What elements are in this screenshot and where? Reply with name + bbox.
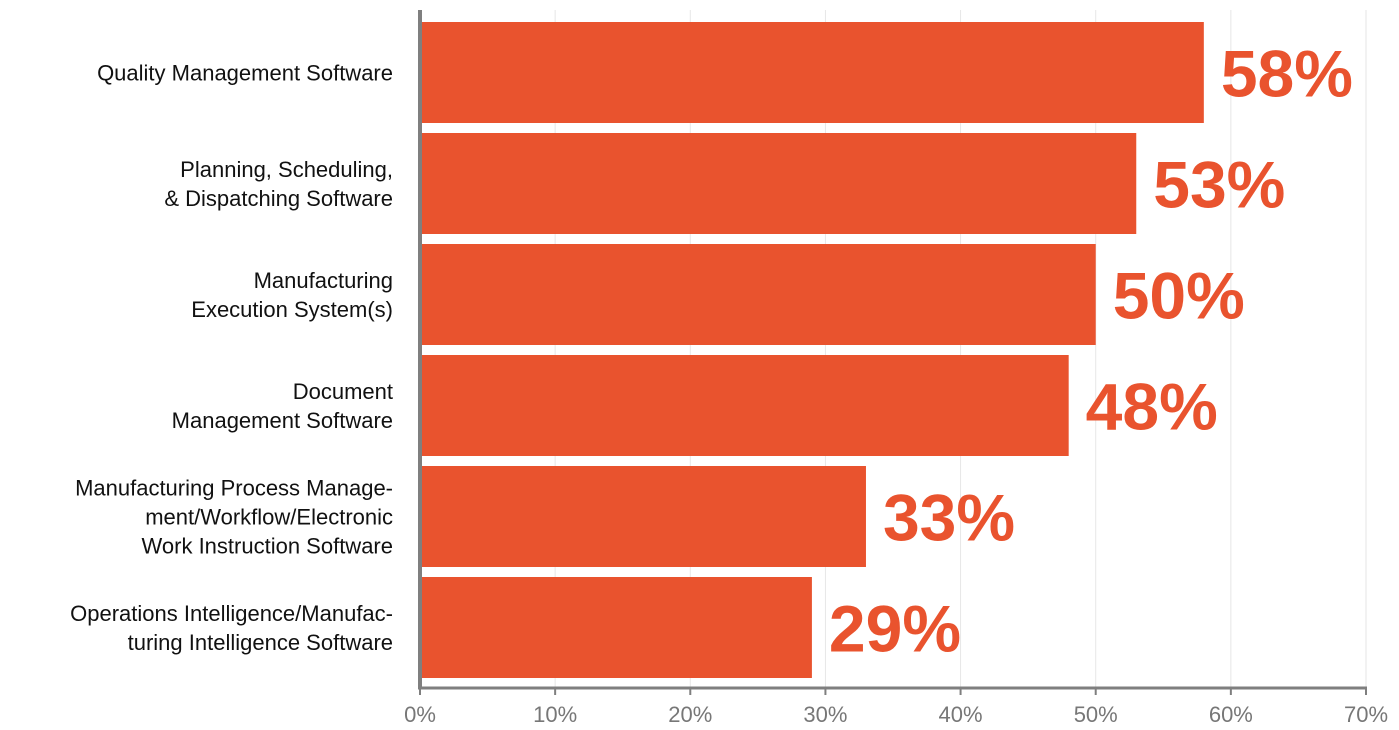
labels: 0% 10% 20% 30% 40% 50% 60% 70% 58% Quality Manage… [70,37,1388,728]
category-label: Planning, Scheduling, & Dispatching Softw… [164,157,393,211]
category-label: Document Management Software [172,379,393,433]
category-label-line: ment/Workflow/Electronic [145,505,393,530]
category-label-line: & Dispatching Software [164,186,393,211]
category-label: Operations Intelligence/Manufac-turing I… [70,601,393,655]
bar [420,22,1204,123]
x-tick-label: 10% [533,702,577,727]
bar-value-label: 53% [1153,148,1285,222]
axes [418,10,1367,695]
bar-value-label: 29% [829,592,961,666]
bar [420,466,866,567]
category-label: Manufacturing Execution System(s) [191,268,393,322]
category-label-line: Quality Management Software [97,61,393,86]
bar-value-label: 58% [1221,37,1353,111]
bar-value-label: 33% [883,481,1015,555]
x-tick-label: 50% [1074,702,1118,727]
bar [420,133,1137,234]
x-tick-label: 60% [1209,702,1253,727]
bar [420,355,1069,456]
bar [420,577,812,678]
x-tick-label: 40% [939,702,983,727]
category-label-line: Management Software [172,408,393,433]
category-label: Manufacturing Process Manage-ment/Workfl… [75,476,393,559]
category-label-line: Manufacturing [254,268,393,293]
category-label-line: Planning, Scheduling, [180,157,393,182]
bars [420,22,1204,678]
category-label-line: Operations Intelligence/Manufac- [70,601,393,626]
category-label-line: Manufacturing Process Manage- [75,476,393,501]
x-tick-label: 0% [404,702,436,727]
x-tick-label: 30% [803,702,847,727]
category-label-line: Work Instruction Software [142,534,393,559]
x-tick-label: 20% [668,702,712,727]
category-label-line: Execution System(s) [191,297,393,322]
category-label-line: turing Intelligence Software [128,630,393,655]
bar-value-label: 50% [1113,259,1245,333]
bar-value-label: 48% [1086,370,1218,444]
category-label: Quality Management Software [97,61,393,86]
bar [420,244,1096,345]
category-label-line: Document [293,379,393,404]
x-tick-label: 70% [1344,702,1388,727]
